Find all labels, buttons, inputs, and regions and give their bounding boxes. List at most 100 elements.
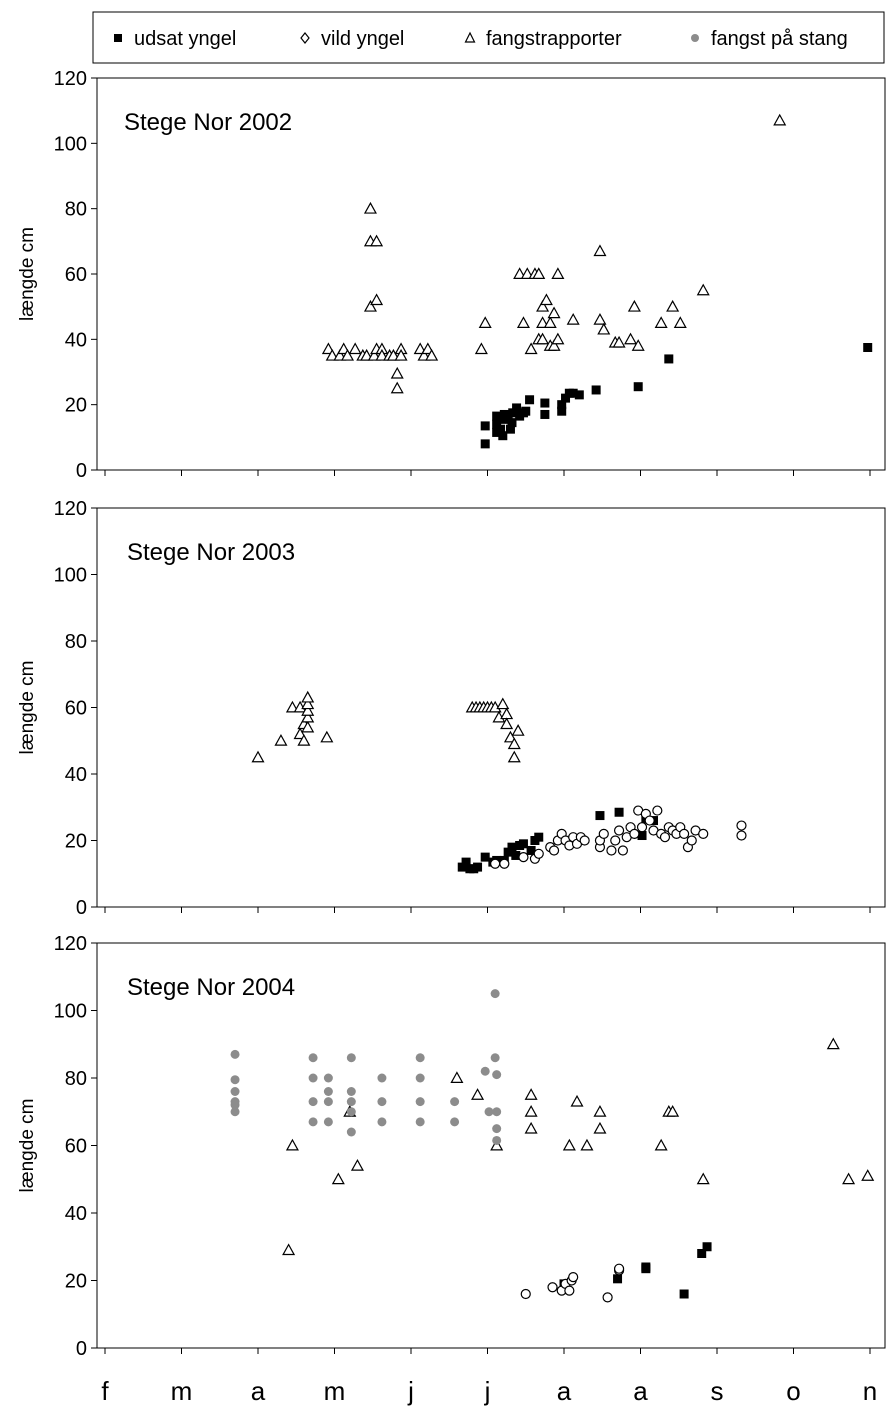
data-point	[557, 406, 567, 416]
data-point	[540, 409, 550, 419]
legend-label: fangstrapporter	[486, 28, 622, 50]
series	[559, 1242, 712, 1299]
y-axis-title: længde cm	[17, 661, 38, 755]
data-point	[285, 1138, 299, 1151]
data-point	[500, 707, 514, 720]
data-point	[564, 1285, 575, 1296]
legend-entry: udsat yngel	[114, 28, 236, 50]
data-point	[480, 421, 490, 431]
y-axis-title: længde cm	[17, 227, 38, 321]
data-point	[606, 845, 617, 856]
data-point	[534, 832, 544, 842]
data-point	[230, 1075, 240, 1085]
data-point	[508, 408, 518, 418]
data-point	[301, 720, 315, 733]
data-point	[480, 1066, 490, 1076]
y-tick-label: 100	[54, 565, 87, 587]
data-point	[425, 348, 439, 361]
data-point	[532, 267, 546, 279]
y-tick-label: 80	[65, 631, 87, 653]
data-point	[490, 989, 500, 999]
data-point	[360, 348, 374, 361]
data-point	[511, 850, 521, 860]
data-point	[593, 1105, 607, 1117]
x-tick-label: j	[407, 1376, 414, 1406]
data-point	[507, 418, 517, 428]
data-point	[492, 1124, 502, 1134]
data-point	[492, 1107, 502, 1117]
x-tick-label: f	[101, 1376, 109, 1406]
y-tick-label: 60	[65, 698, 87, 720]
data-point	[363, 299, 377, 312]
data-point	[394, 348, 408, 361]
data-point	[415, 1053, 425, 1063]
data-point	[686, 835, 697, 846]
data-point	[539, 293, 553, 306]
data-point	[415, 1073, 425, 1083]
x-tick-label: o	[786, 1376, 800, 1406]
x-tick-label: m	[324, 1376, 346, 1406]
data-point	[666, 299, 680, 312]
data-point	[561, 393, 571, 403]
data-point	[593, 312, 607, 325]
data-point	[492, 419, 502, 429]
data-point	[282, 1243, 296, 1256]
data-point	[566, 312, 580, 325]
data-point	[323, 1117, 333, 1127]
data-point	[503, 847, 513, 857]
data-point	[595, 811, 605, 821]
data-point	[450, 1071, 464, 1084]
data-point	[540, 398, 550, 408]
y-tick-label: 120	[54, 68, 87, 90]
legend-entry: fangst på stang	[691, 28, 848, 50]
data-point	[664, 354, 674, 364]
data-point	[547, 306, 561, 319]
data-point	[417, 348, 431, 361]
data-point	[367, 348, 381, 361]
data-point	[696, 283, 710, 296]
data-point	[614, 807, 624, 817]
data-point	[375, 348, 389, 361]
data-point	[377, 1097, 387, 1107]
data-point	[490, 1053, 500, 1063]
data-point	[679, 1289, 689, 1299]
y-tick-label: 20	[65, 831, 87, 853]
data-point	[697, 1249, 707, 1258]
data-point	[679, 828, 690, 839]
y-tick-label: 20	[65, 1271, 87, 1293]
data-point	[602, 1292, 613, 1303]
data-point	[350, 1159, 364, 1171]
y-tick-label: 100	[54, 133, 87, 155]
legend-box	[92, 11, 885, 64]
data-point	[230, 1107, 240, 1117]
data-point	[652, 805, 663, 816]
data-point	[507, 750, 521, 763]
data-point	[513, 267, 527, 279]
data-point	[301, 704, 315, 716]
data-point	[617, 845, 629, 856]
data-point	[230, 1049, 240, 1059]
series	[490, 805, 747, 869]
data-point	[308, 1073, 318, 1083]
data-point	[346, 1087, 356, 1096]
data-point	[496, 697, 510, 710]
panel-title: Stege Nor 2004	[127, 974, 295, 1001]
data-point	[301, 710, 315, 723]
x-tick-label: a	[251, 1376, 266, 1406]
data-point	[490, 858, 501, 869]
data-point	[863, 343, 873, 352]
data-point	[736, 820, 747, 831]
y-tick-label: 20	[65, 395, 87, 417]
data-point	[492, 1070, 502, 1080]
data-point	[323, 1097, 333, 1107]
legend-marker	[300, 32, 310, 44]
data-point	[500, 717, 514, 730]
data-point	[518, 839, 528, 849]
data-point	[415, 1097, 425, 1107]
data-point	[562, 1138, 576, 1151]
data-point	[390, 381, 404, 394]
data-point	[610, 835, 621, 846]
chart-panels: 0 20 40 60 80 100 120 længde cm Stege Nor 2002 0 2…	[17, 68, 886, 1360]
data-point	[524, 1121, 538, 1134]
legend-marker	[691, 34, 699, 42]
